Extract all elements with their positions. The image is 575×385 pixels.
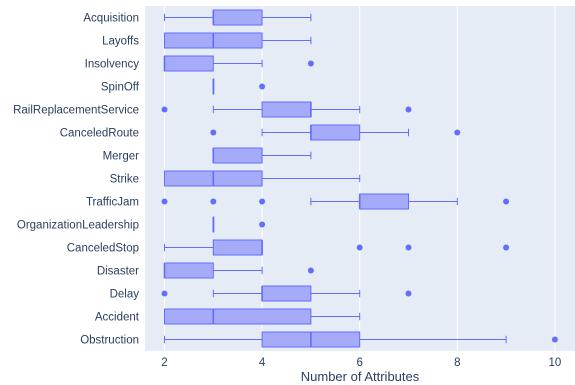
box-iqr-insolvency bbox=[164, 55, 214, 72]
box-iqr-accident bbox=[164, 308, 312, 325]
box-iqr-canceledstop bbox=[212, 239, 263, 256]
outlier-obstruction-10 bbox=[551, 336, 558, 343]
outlier-spinoff-4 bbox=[259, 83, 266, 90]
outlier-organizationleadership-4 bbox=[259, 221, 266, 228]
outlier-disaster-5 bbox=[307, 267, 314, 274]
outlier-trafficjam-9 bbox=[503, 198, 510, 205]
box-iqr-railreplacementservice bbox=[261, 101, 312, 118]
outlier-trafficjam-4 bbox=[259, 198, 266, 205]
x-tick-label-2: 2 bbox=[161, 357, 167, 369]
outlier-canceledstop-7 bbox=[405, 244, 412, 251]
box-insolvency bbox=[163, 55, 314, 72]
category-label-obstruction: Obstruction bbox=[80, 335, 139, 347]
box-iqr-delay bbox=[261, 285, 312, 302]
outlier-delay-2 bbox=[161, 290, 168, 297]
x-tick-label-8: 8 bbox=[454, 357, 460, 369]
x-tick-label-4: 4 bbox=[259, 357, 266, 369]
box-iqr-trafficjam bbox=[359, 193, 410, 210]
category-label-disaster: Disaster bbox=[97, 266, 139, 278]
x-tick-label-10: 10 bbox=[549, 357, 562, 369]
category-label-acquisition: Acquisition bbox=[83, 13, 139, 25]
category-label-organizationleadership: OrganizationLeadership bbox=[17, 220, 139, 232]
category-label-strike: Strike bbox=[110, 174, 139, 186]
category-label-accident: Accident bbox=[95, 312, 140, 324]
outlier-railreplacementservice-7 bbox=[405, 106, 412, 113]
box-accident bbox=[164, 308, 361, 325]
category-label-layoffs: Layoffs bbox=[102, 36, 139, 48]
category-labels: Acquisition Layoffs Insolvency SpinOff RailR… bbox=[13, 13, 140, 347]
outlier-trafficjam-3 bbox=[210, 198, 217, 205]
box-iqr-acquisition bbox=[212, 9, 263, 26]
outlier-railreplacementservice-2 bbox=[161, 106, 168, 113]
category-label-merger: Merger bbox=[103, 151, 140, 163]
outlier-insolvency-5 bbox=[307, 60, 314, 67]
box-organizationleadership bbox=[212, 216, 266, 233]
box-canceledstop bbox=[164, 239, 510, 256]
box-layoffs bbox=[164, 32, 312, 49]
box-iqr-disaster bbox=[164, 262, 214, 279]
box-delay bbox=[161, 285, 412, 302]
outlier-trafficjam-2 bbox=[161, 198, 168, 205]
outlier-canceledroute-3 bbox=[210, 129, 217, 136]
category-label-canceledroute: CanceledRoute bbox=[60, 128, 139, 140]
outlier-canceledstop-9 bbox=[503, 244, 510, 251]
category-label-railreplacementservice: RailReplacementService bbox=[13, 105, 139, 117]
category-label-delay: Delay bbox=[110, 289, 140, 301]
box-canceledroute bbox=[210, 124, 461, 141]
box-railreplacementservice bbox=[161, 101, 412, 118]
box-spinoff bbox=[212, 78, 266, 95]
box-iqr-merger bbox=[212, 147, 263, 164]
box-series bbox=[161, 9, 558, 348]
x-axis-title: Number of Attributes bbox=[301, 369, 420, 384]
outlier-canceledstop-6 bbox=[356, 244, 363, 251]
box-disaster bbox=[163, 262, 314, 279]
x-tick-label-6: 6 bbox=[356, 357, 362, 369]
category-label-trafficjam: TrafficJam bbox=[86, 197, 139, 209]
category-label-canceledstop: CanceledStop bbox=[67, 243, 139, 255]
x-tick-labels: 2 4 6 8 10 bbox=[161, 357, 561, 369]
box-strike bbox=[164, 170, 361, 187]
category-label-spinoff: SpinOff bbox=[101, 82, 140, 94]
outlier-delay-7 bbox=[405, 290, 412, 297]
box-acquisition bbox=[164, 9, 312, 26]
outlier-canceledroute-8 bbox=[454, 129, 461, 136]
box-trafficjam bbox=[161, 193, 510, 210]
box-obstruction bbox=[164, 331, 558, 348]
box-iqr-canceledroute bbox=[310, 124, 361, 141]
category-label-insolvency: Insolvency bbox=[85, 59, 140, 71]
box-merger bbox=[212, 147, 312, 164]
